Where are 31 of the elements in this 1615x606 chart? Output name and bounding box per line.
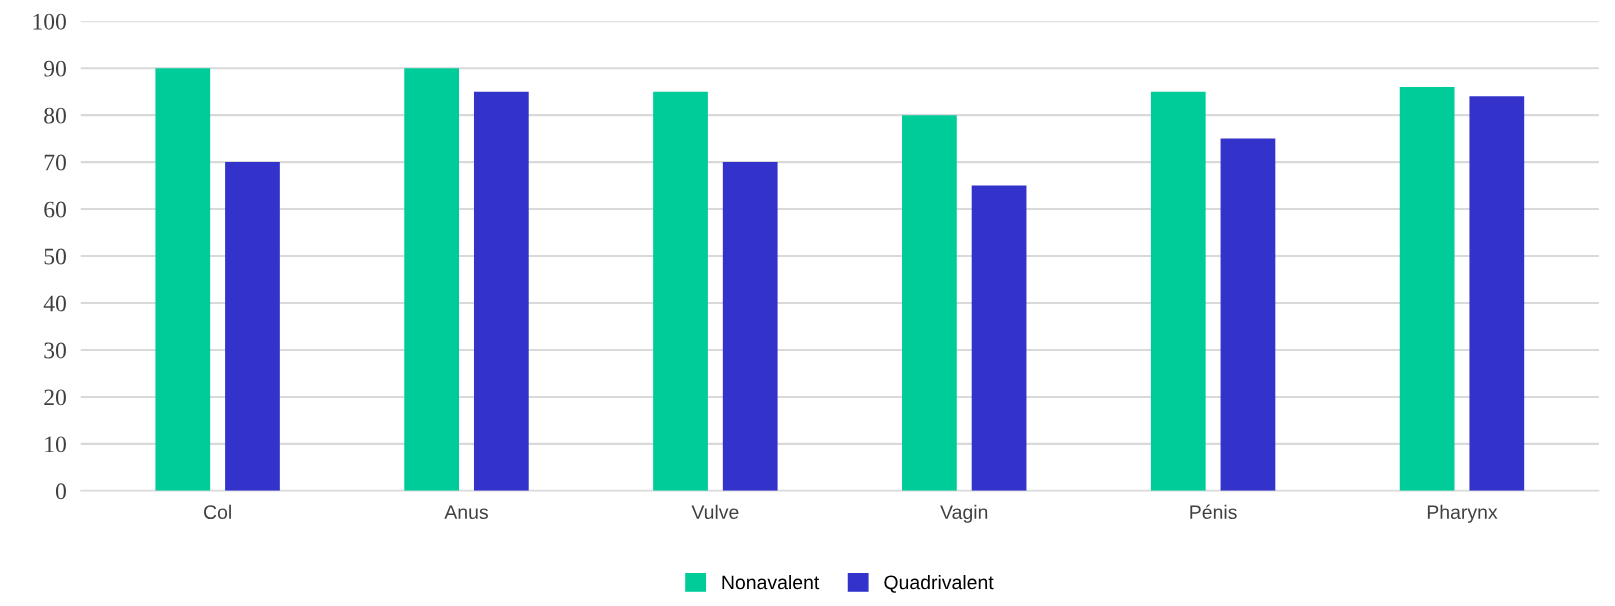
x-tick-label: Vagin (940, 504, 988, 523)
y-tick-label: 30 (44, 342, 66, 359)
bar (971, 185, 1027, 491)
bar (902, 115, 957, 491)
x-tick-label: Vulve (691, 504, 739, 520)
y-tick-label: 0 (55, 483, 66, 500)
bar (225, 162, 280, 491)
bar (722, 162, 778, 491)
y-tick-label: 40 (43, 295, 66, 312)
y-tick-label: 10 (45, 436, 66, 453)
y-tick-label: 100 (33, 13, 66, 30)
bar (155, 68, 211, 491)
legend-label: Nonavalent (722, 574, 820, 590)
bar (1150, 91, 1206, 491)
y-tick-label: 80 (44, 107, 66, 124)
bar (1469, 96, 1525, 491)
y-tick-label: 90 (44, 60, 66, 77)
bar (404, 68, 460, 491)
y-tick-label: 20 (44, 389, 66, 406)
bar (473, 91, 529, 491)
y-tick-label: 60 (44, 201, 66, 218)
bar (1220, 138, 1276, 491)
bar (653, 91, 708, 491)
y-tick-label: 70 (44, 154, 66, 171)
y-tick-label: 50 (44, 248, 66, 265)
x-tick-label: Anus (444, 505, 488, 520)
bar (1399, 86, 1455, 491)
x-tick-label: Col (204, 504, 231, 520)
x-tick-label: Pénis (1190, 504, 1237, 520)
x-tick-label: Pharynx (1427, 504, 1498, 523)
legend-label: Quadrivalent (884, 574, 994, 593)
